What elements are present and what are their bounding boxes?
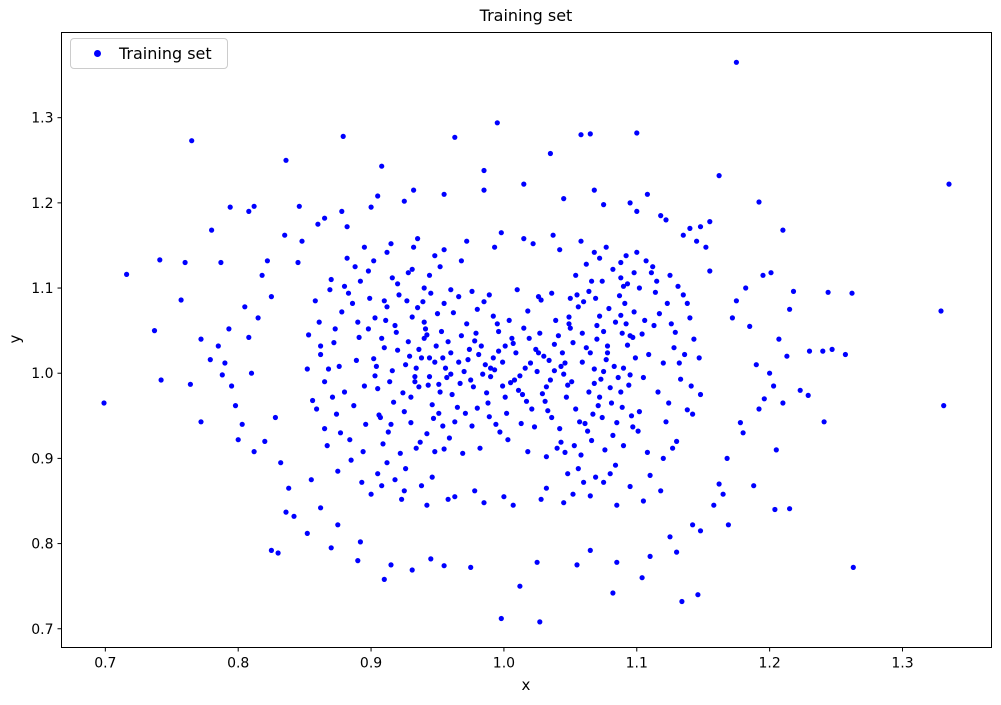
- legend-label: Training set: [119, 44, 212, 63]
- legend: Training set: [70, 38, 228, 69]
- svg-text:0.9: 0.9: [360, 656, 382, 672]
- axes-frame: [61, 32, 992, 648]
- svg-text:1.1: 1.1: [626, 656, 648, 672]
- x-axis-label: x: [521, 676, 531, 694]
- svg-text:1.3: 1.3: [891, 656, 913, 672]
- svg-text:1.2: 1.2: [758, 656, 780, 672]
- chart-title: Training set: [479, 6, 573, 25]
- svg-text:1.0: 1.0: [493, 656, 515, 672]
- svg-text:0.8: 0.8: [227, 656, 249, 672]
- legend-marker-icon: [94, 50, 101, 57]
- svg-text:0.7: 0.7: [31, 622, 53, 638]
- x-axis-ticks: 0.7 0.8 0.9 1.0 1.1 1.2 1.3: [94, 647, 914, 672]
- y-axis-label: y: [6, 334, 24, 344]
- svg-text:1.1: 1.1: [31, 281, 53, 297]
- svg-text:0.9: 0.9: [31, 451, 53, 467]
- y-axis-ticks: 0.7 0.8 0.9 1.0 1.1 1.2 1.3: [31, 111, 62, 638]
- svg-text:1.2: 1.2: [31, 196, 53, 212]
- svg-text:1.0: 1.0: [31, 366, 53, 382]
- scatter-points: [101, 59, 952, 625]
- svg-text:1.3: 1.3: [31, 111, 53, 127]
- svg-text:0.8: 0.8: [31, 537, 53, 553]
- svg-text:0.7: 0.7: [94, 656, 116, 672]
